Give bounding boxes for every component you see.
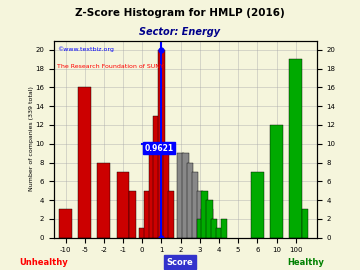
Text: Score: Score (167, 258, 193, 266)
Bar (144, 191, 150, 238)
Bar (187, 163, 193, 238)
Bar (197, 219, 203, 238)
Text: 0.9621: 0.9621 (144, 144, 173, 153)
Bar (59, 210, 72, 238)
Text: ©www.textbiz.org: ©www.textbiz.org (57, 46, 113, 52)
Bar (192, 172, 198, 238)
Bar (117, 172, 130, 238)
Bar (211, 219, 217, 238)
Bar (78, 87, 91, 238)
Bar (201, 210, 208, 238)
Bar (177, 153, 184, 238)
Bar (206, 210, 212, 238)
Text: Unhealthy: Unhealthy (19, 258, 68, 266)
Text: Sector: Energy: Sector: Energy (139, 27, 221, 37)
Bar (221, 219, 227, 238)
Bar (158, 50, 165, 238)
Bar (98, 163, 110, 238)
Bar (168, 191, 174, 238)
Bar (139, 228, 145, 238)
Bar (201, 191, 208, 238)
Bar (216, 228, 222, 238)
Y-axis label: Number of companies (339 total): Number of companies (339 total) (29, 87, 34, 191)
Bar (251, 172, 264, 238)
Bar (206, 200, 212, 238)
Bar (302, 210, 309, 238)
Bar (270, 125, 283, 238)
Bar (149, 144, 155, 238)
Text: The Research Foundation of SUNY: The Research Foundation of SUNY (57, 64, 163, 69)
Bar (163, 153, 170, 238)
Bar (130, 191, 136, 238)
Text: Healthy: Healthy (288, 258, 324, 266)
Bar (182, 153, 189, 238)
Bar (197, 191, 203, 238)
Bar (289, 59, 302, 238)
Bar (153, 116, 160, 238)
Text: Z-Score Histogram for HMLP (2016): Z-Score Histogram for HMLP (2016) (75, 8, 285, 18)
